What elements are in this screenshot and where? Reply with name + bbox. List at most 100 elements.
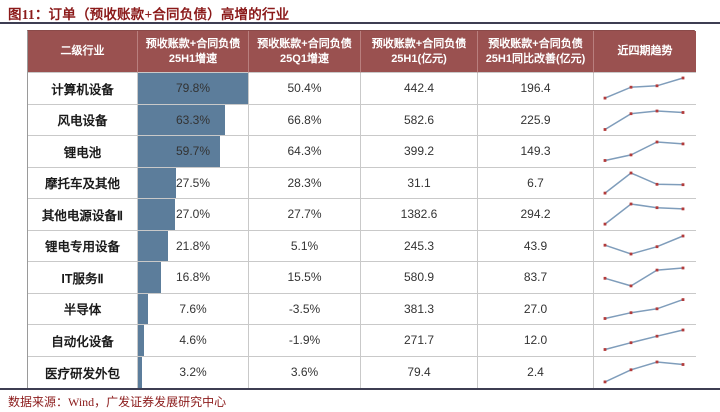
industry-cell: 半导体 bbox=[28, 293, 138, 325]
trend-line bbox=[604, 329, 684, 351]
trend-marker bbox=[629, 86, 633, 89]
industry-cell: IT服务Ⅱ bbox=[28, 262, 138, 294]
trend-sparkline bbox=[603, 76, 685, 100]
orders-growth-table: 二级行业 预收账款+合同负债 25H1增速 预收账款+合同负债 25Q1增速 预收账款… bbox=[27, 30, 696, 389]
h1-growth-bar bbox=[138, 167, 176, 198]
h1-amount-value: 399.2 bbox=[361, 136, 478, 168]
trend-marker bbox=[681, 183, 685, 186]
trend-sparkline-cell bbox=[594, 262, 696, 294]
trend-marker bbox=[603, 96, 607, 100]
yoy-improvement-value: 6.7 bbox=[478, 167, 594, 199]
h1-growth-bar bbox=[138, 325, 145, 356]
yoy-improvement-value: 12.0 bbox=[478, 325, 594, 357]
trend-sparkline-cell bbox=[594, 230, 696, 262]
trend-line bbox=[604, 298, 684, 319]
trend-marker bbox=[655, 245, 659, 248]
trend-marker bbox=[655, 109, 659, 113]
q1-growth-value: 5.1% bbox=[249, 230, 361, 262]
h1-growth-cell: 16.8% bbox=[138, 262, 249, 294]
trend-marker bbox=[629, 252, 633, 256]
trend-marker bbox=[681, 76, 685, 80]
h1-amount-value: 79.4 bbox=[361, 356, 478, 388]
industry-cell: 计算机设备 bbox=[28, 73, 138, 105]
trend-marker bbox=[603, 127, 607, 131]
q1-growth-value: 66.8% bbox=[249, 104, 361, 136]
trend-marker bbox=[603, 316, 607, 320]
trend-marker bbox=[655, 140, 659, 144]
trend-sparkline bbox=[603, 297, 685, 320]
yoy-improvement-value: 83.7 bbox=[478, 262, 594, 294]
column-header-trend: 近四期趋势 bbox=[594, 31, 696, 73]
trend-line bbox=[604, 77, 684, 100]
trend-sparkline bbox=[603, 202, 685, 226]
h1-growth-cell: 63.3% bbox=[138, 104, 249, 136]
industry-cell: 锂电专用设备 bbox=[28, 230, 138, 262]
h1-growth-bar bbox=[138, 262, 162, 293]
trend-marker bbox=[655, 268, 659, 272]
footer-divider bbox=[0, 388, 720, 390]
h1-growth-bar bbox=[138, 356, 143, 388]
h1-amount-value: 245.3 bbox=[361, 230, 478, 262]
industry-cell: 锂电池 bbox=[28, 136, 138, 168]
trend-marker bbox=[655, 307, 659, 310]
trend-marker bbox=[629, 368, 633, 372]
trend-sparkline bbox=[603, 360, 685, 384]
h1-growth-cell: 59.7% bbox=[138, 136, 249, 168]
h1-growth-bar bbox=[138, 104, 226, 135]
trend-marker bbox=[681, 297, 685, 301]
h1-growth-bar bbox=[138, 293, 149, 324]
h1-growth-bar bbox=[138, 136, 221, 167]
h1-growth-cell: 27.5% bbox=[138, 167, 249, 199]
h1-growth-value: 63.3% bbox=[175, 112, 211, 127]
yoy-improvement-value: 196.4 bbox=[478, 73, 594, 105]
trend-marker bbox=[629, 341, 633, 345]
data-source-note: 数据来源：Wind，广发证券发展研究中心 bbox=[8, 395, 227, 409]
yoy-improvement-value: 2.4 bbox=[478, 356, 594, 388]
q1-growth-value: -1.9% bbox=[249, 325, 361, 357]
q1-growth-value: 15.5% bbox=[249, 262, 361, 294]
trend-sparkline bbox=[603, 140, 685, 163]
h1-amount-value: 582.6 bbox=[361, 104, 478, 136]
q1-growth-value: 64.3% bbox=[249, 136, 361, 168]
trend-marker bbox=[681, 328, 685, 332]
trend-marker bbox=[603, 191, 607, 195]
trend-sparkline-cell bbox=[594, 73, 696, 105]
q1-growth-value: 50.4% bbox=[249, 73, 361, 105]
h1-amount-value: 31.1 bbox=[361, 167, 478, 199]
h1-growth-cell: 7.6% bbox=[138, 293, 249, 325]
trend-marker bbox=[655, 335, 659, 338]
h1-growth-bar bbox=[138, 199, 176, 230]
figure-title: 图11：订单（预收账款+合同负债）高增的行业 bbox=[8, 7, 290, 22]
trend-marker bbox=[629, 153, 633, 157]
trend-line bbox=[604, 361, 684, 383]
q1-growth-value: -3.5% bbox=[249, 293, 361, 325]
column-header-q1-growth: 预收账款+合同负债 25Q1增速 bbox=[249, 31, 361, 73]
trend-sparkline bbox=[603, 171, 685, 195]
h1-growth-value: 59.7% bbox=[175, 144, 211, 159]
yoy-improvement-value: 294.2 bbox=[478, 199, 594, 231]
h1-growth-cell: 27.0% bbox=[138, 199, 249, 231]
trend-marker bbox=[655, 84, 659, 88]
q1-growth-value: 3.6% bbox=[249, 356, 361, 388]
trend-marker bbox=[655, 206, 659, 210]
trend-marker bbox=[629, 311, 633, 314]
trend-sparkline-cell bbox=[594, 356, 696, 388]
trend-marker bbox=[655, 182, 659, 186]
column-header-industry: 二级行业 bbox=[28, 31, 138, 73]
h1-growth-value: 27.0% bbox=[175, 207, 211, 222]
trend-sparkline-cell bbox=[594, 325, 696, 357]
h1-growth-value: 21.8% bbox=[175, 238, 211, 253]
trend-marker bbox=[603, 222, 607, 226]
column-header-h1-amount: 预收账款+合同负债 25H1(亿元) bbox=[361, 31, 478, 73]
h1-growth-cell: 3.2% bbox=[138, 356, 249, 388]
trend-marker bbox=[629, 284, 633, 288]
trend-sparkline-cell bbox=[594, 104, 696, 136]
trend-line bbox=[604, 203, 684, 225]
h1-growth-bar bbox=[138, 73, 248, 104]
trend-marker bbox=[603, 277, 607, 280]
h1-growth-value: 16.8% bbox=[175, 270, 211, 285]
trend-line bbox=[604, 267, 684, 287]
trend-sparkline bbox=[603, 328, 685, 352]
trend-line bbox=[604, 171, 684, 194]
